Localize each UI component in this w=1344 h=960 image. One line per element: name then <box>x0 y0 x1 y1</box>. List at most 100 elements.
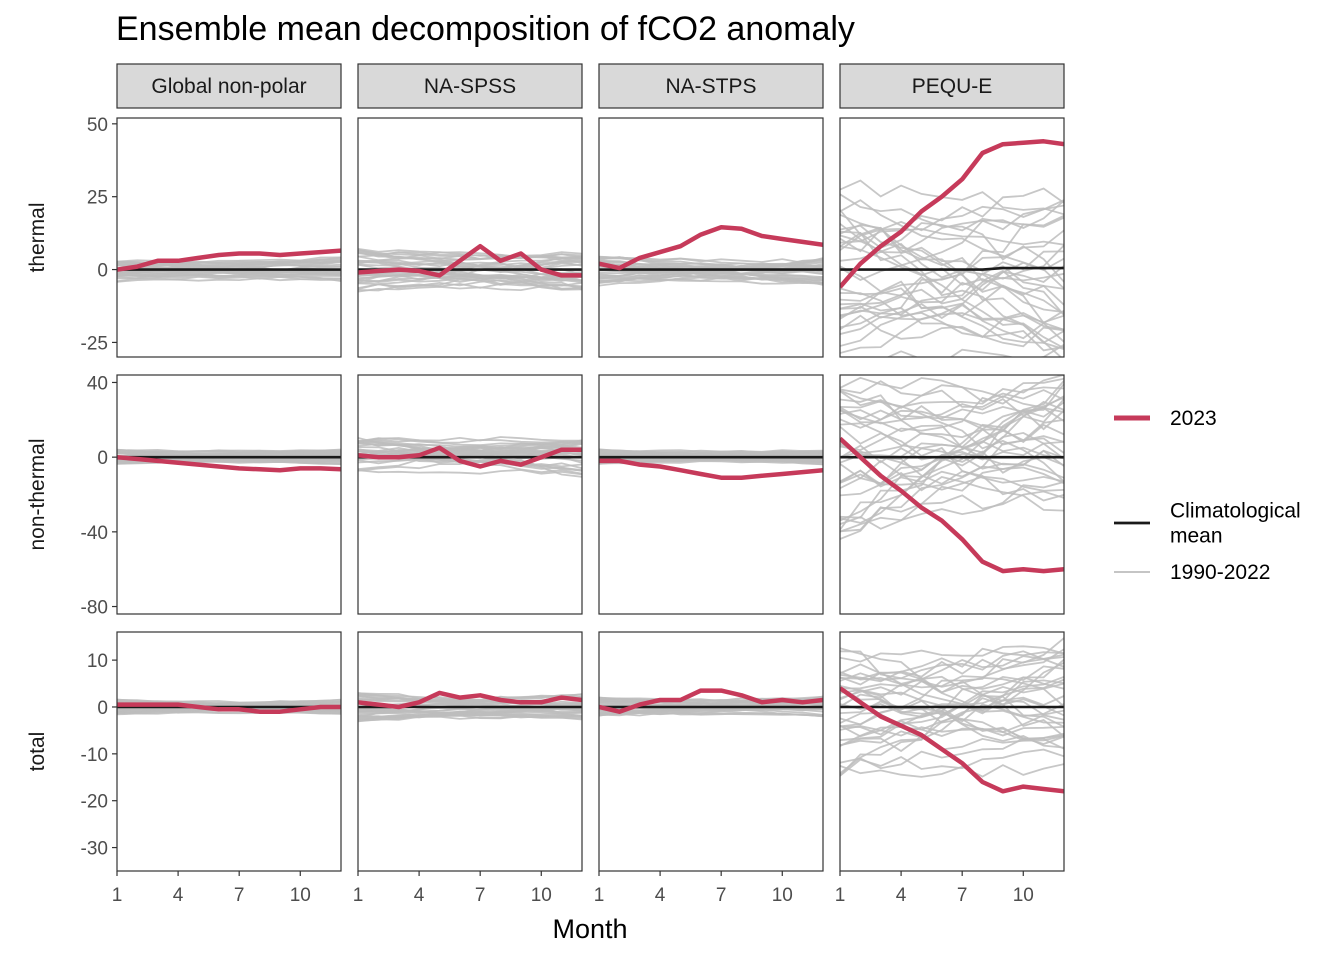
line-2023 <box>599 225 823 271</box>
historical-line-2004 <box>840 204 1064 253</box>
y-tick-label-non-thermal: 40 <box>87 373 108 394</box>
historical-line-2004 <box>840 648 1064 683</box>
legend-label-mean: mean <box>1170 525 1223 548</box>
historical-line-2021 <box>840 408 1064 460</box>
strip-na-spss <box>357 63 583 109</box>
historical-line-1995 <box>840 481 1064 533</box>
historical-line-1997 <box>840 380 1064 403</box>
x-tick-label-na-spss: 1 <box>353 885 364 906</box>
y-tick-label-non-thermal: -40 <box>81 523 108 544</box>
historical-line-2022 <box>358 263 582 289</box>
historical-line-2012 <box>840 400 1064 422</box>
panel-non-thermal-na-spss <box>357 374 583 615</box>
x-tick-label-na-stps: 7 <box>716 885 727 906</box>
historical-line-1990 <box>840 714 1064 738</box>
historical-line-1996 <box>886 344 1064 357</box>
line-2023 <box>599 688 823 714</box>
y-tick-label-total: -30 <box>81 839 108 860</box>
historical-line-2003 <box>840 199 1064 282</box>
strip-label-global-non-polar: Global non-polar <box>151 75 306 98</box>
panel-background <box>117 632 341 871</box>
historical-line-1993 <box>358 282 582 289</box>
row-label-non-thermal: non-thermal <box>26 438 49 550</box>
historical-line-2021 <box>840 272 1064 310</box>
panel-lines <box>840 139 1064 357</box>
historical-line-2022 <box>840 312 1064 335</box>
historical-line-1997 <box>840 250 1064 310</box>
panel-border <box>116 631 342 872</box>
x-tick-label-pequ-e: 7 <box>957 885 968 906</box>
line-2023 <box>358 445 582 469</box>
panel-border <box>116 117 342 358</box>
line-2023 <box>117 454 341 473</box>
historical-line-2006 <box>840 650 1064 738</box>
x-tick-label-na-spss: 7 <box>475 885 486 906</box>
panel-lines <box>358 690 582 723</box>
historical-line-1993 <box>840 748 1064 777</box>
panel-lines <box>840 375 1064 574</box>
x-tick-label-global-non-polar: 10 <box>290 885 311 906</box>
y-tick-label-non-thermal: -80 <box>81 598 108 619</box>
historical-line-2016 <box>358 259 582 281</box>
historical-line-2022 <box>599 450 823 455</box>
historical-line-2000 <box>840 179 1064 216</box>
chart-title: Ensemble mean decomposition of fCO2 anom… <box>116 10 855 48</box>
historical-line-1992 <box>840 389 1064 409</box>
strip-na-stps <box>598 63 824 109</box>
x-axes: 1 4 7 10 1 4 7 10 1 4 7 10 1 4 7 10 <box>112 871 1034 906</box>
historical-line-2014 <box>840 653 1064 686</box>
row-labels: 50 25 0 -25 thermal 40 0 -40 -80 non-thermal 10 0 -1… <box>26 115 117 860</box>
strip-pequ-e <box>839 63 1065 109</box>
panel-non-thermal-global-non-polar <box>116 374 342 615</box>
historical-line-2014 <box>840 230 1063 357</box>
historical-line-1991 <box>840 383 1064 524</box>
x-tick-label-pequ-e: 1 <box>835 885 846 906</box>
panel-thermal-na-spss <box>357 117 583 358</box>
climatological-mean-line <box>840 266 1064 271</box>
historical-line-2015 <box>840 490 1064 530</box>
x-tick-label-global-non-polar: 1 <box>112 885 123 906</box>
panel-background <box>117 118 341 357</box>
panel-border <box>598 374 824 615</box>
y-tick-label-total: 10 <box>87 651 108 672</box>
panel-total-na-spss <box>357 631 583 872</box>
historical-line-2019 <box>840 658 1064 777</box>
y-tick-label-thermal: 0 <box>97 261 108 282</box>
panel-border <box>357 374 583 615</box>
historical-line-2015 <box>599 275 823 283</box>
panel-border <box>598 117 824 358</box>
historical-line-1992 <box>358 436 582 443</box>
panel-non-thermal-pequ-e <box>839 374 1065 615</box>
historical-line-2010 <box>358 276 582 290</box>
line-2023 <box>358 243 582 278</box>
facet-panels: Global non-polar NA-SPSS NA-STPS PEQU-E <box>116 63 1065 872</box>
historical-line-2018 <box>840 719 1064 737</box>
historical-line-2007 <box>840 244 1064 318</box>
panel-background <box>358 118 582 357</box>
panel-total-na-stps <box>598 631 824 872</box>
panel-lines <box>117 698 341 716</box>
x-tick-label-na-stps: 10 <box>772 885 793 906</box>
panel-lines <box>117 448 341 473</box>
historical-line-2021 <box>117 269 341 274</box>
historical-line-2002 <box>840 645 1064 663</box>
x-tick-label-global-non-polar: 7 <box>234 885 245 906</box>
y-tick-label-total: -10 <box>81 745 108 766</box>
historical-line-2022 <box>117 273 341 281</box>
x-tick-label-na-stps: 1 <box>594 885 605 906</box>
historical-line-2017 <box>840 229 1064 302</box>
x-tick-label-pequ-e: 4 <box>896 885 907 906</box>
panel-background <box>599 375 823 614</box>
row-label-thermal: thermal <box>26 202 49 272</box>
panel-thermal-pequ-e <box>839 117 1065 358</box>
historical-line-2010 <box>358 438 582 444</box>
historical-line-2011 <box>840 187 1064 251</box>
historical-line-2021 <box>358 439 582 458</box>
line-2023 <box>358 690 582 710</box>
historical-line-2021 <box>599 712 823 716</box>
panel-lines <box>358 436 582 478</box>
historical-line-2022 <box>840 647 1064 675</box>
y-tick-label-thermal: 50 <box>87 115 108 136</box>
row-label-total: total <box>26 732 49 772</box>
